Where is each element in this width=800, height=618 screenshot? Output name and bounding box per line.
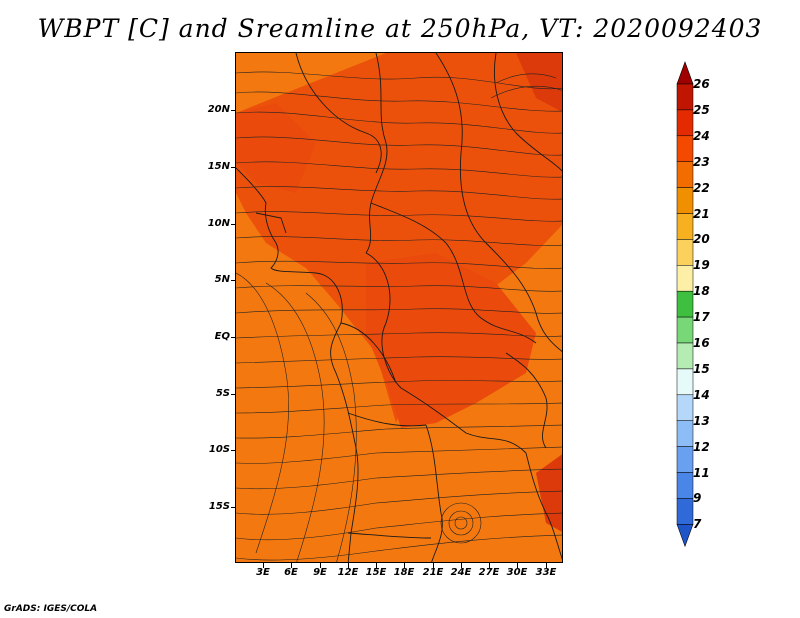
- y-tick: [231, 507, 236, 508]
- x-axis-label-33e: 33E: [535, 567, 557, 578]
- colorbar-segment: [676, 265, 694, 292]
- colorbar-segment: [676, 368, 694, 396]
- y-axis-label-eq: EQ: [214, 331, 230, 342]
- y-axis-label-10s: 10S: [208, 444, 230, 455]
- y-axis-label-20n: 20N: [207, 104, 230, 115]
- colorbar-tick-label: 20: [693, 232, 710, 247]
- x-tick: [376, 563, 377, 568]
- colorbar-tick-label: 16: [693, 336, 710, 350]
- colorbar-tick-label: 23: [693, 154, 710, 169]
- chart-title: WBPT [C] and Sreamline at 250hPa, VT: 20…: [37, 14, 763, 43]
- y-tick: [231, 450, 236, 451]
- colorbar-segment: [676, 83, 694, 111]
- colorbar-tick-label: 21: [693, 206, 710, 221]
- country-borders: [236, 53, 562, 562]
- colorbar-segment: [676, 446, 694, 473]
- colorbar-tick-label: 15: [693, 361, 710, 376]
- y-axis-label-10n: 10N: [207, 218, 230, 229]
- x-axis-label-24e: 24E: [450, 567, 472, 578]
- colorbar-bottom-arrow: [676, 524, 694, 548]
- colorbar-tick-label: 14: [693, 387, 710, 402]
- y-axis-label-15n: 15N: [207, 161, 230, 172]
- colorbar-tick-label: 13: [693, 413, 710, 428]
- x-axis-label-3e: 3E: [256, 567, 270, 578]
- colorbar-tick-label: 17: [693, 310, 710, 325]
- x-axis-label-12e: 12E: [337, 567, 359, 578]
- x-axis-label-27e: 27E: [478, 567, 500, 578]
- colorbar-tick-label: 18: [693, 284, 710, 299]
- colorbar-tick-label: 7: [693, 517, 702, 532]
- colorbar-tick-label: 9: [693, 491, 702, 506]
- y-axis-label-15s: 15S: [208, 501, 230, 512]
- x-tick: [461, 563, 462, 568]
- x-tick: [348, 563, 349, 568]
- x-tick: [263, 563, 264, 568]
- footer-credit: GrADS: IGES/COLA: [4, 604, 98, 614]
- y-tick: [231, 167, 236, 168]
- colorbar-tick-label: 24: [693, 128, 710, 143]
- colorbar-tick-label: 11: [693, 465, 710, 480]
- x-tick: [546, 563, 547, 568]
- colorbar-segment: [676, 420, 694, 447]
- y-tick: [231, 224, 236, 225]
- wbpt-shading: [236, 53, 562, 562]
- x-tick: [517, 563, 518, 568]
- x-axis-label-21e: 21E: [422, 567, 444, 578]
- map-panel: [235, 52, 563, 563]
- y-axis-label-5n: 5N: [214, 274, 230, 285]
- colorbar-tick-label: 22: [693, 180, 710, 195]
- y-tick: [231, 110, 236, 111]
- colorbar-segment: [676, 213, 694, 240]
- x-tick: [433, 563, 434, 568]
- colorbar-top-arrow: [676, 61, 694, 85]
- colorbar-tick-label: 25: [693, 102, 710, 117]
- y-tick: [231, 337, 236, 338]
- y-axis-label-5s: 5S: [215, 388, 230, 399]
- colorbar-segment: [676, 498, 694, 525]
- colorbar-segment: [676, 187, 694, 214]
- x-axis-label-30e: 30E: [506, 567, 528, 578]
- colorbar-segments: [676, 61, 694, 548]
- colorbar-segment: [676, 239, 694, 266]
- streamlines: [236, 71, 562, 562]
- colorbar-tick-label: 26: [693, 77, 710, 91]
- x-tick: [489, 563, 490, 568]
- x-tick: [404, 563, 405, 568]
- x-tick: [291, 563, 292, 568]
- colorbar-segment: [676, 394, 694, 421]
- x-axis-label-6e: 6E: [284, 567, 298, 578]
- colorbar-segment: [676, 109, 694, 137]
- colorbar-tick-label: 19: [693, 258, 710, 273]
- colorbar: [676, 61, 694, 548]
- y-tick: [231, 280, 236, 281]
- colorbar-segment: [676, 316, 694, 344]
- x-axis-label-15e: 15E: [365, 567, 387, 578]
- x-tick: [320, 563, 321, 568]
- colorbar-segment: [676, 135, 694, 162]
- colorbar-tick-label: 12: [693, 439, 710, 454]
- x-axis-label-9e: 9E: [313, 567, 327, 578]
- map-canvas: [236, 53, 562, 562]
- y-tick: [231, 394, 236, 395]
- colorbar-segment: [676, 472, 694, 499]
- colorbar-segment: [676, 342, 694, 370]
- x-axis-label-18e: 18E: [393, 567, 415, 578]
- colorbar-segment: [676, 161, 694, 188]
- colorbar-segment: [676, 290, 694, 318]
